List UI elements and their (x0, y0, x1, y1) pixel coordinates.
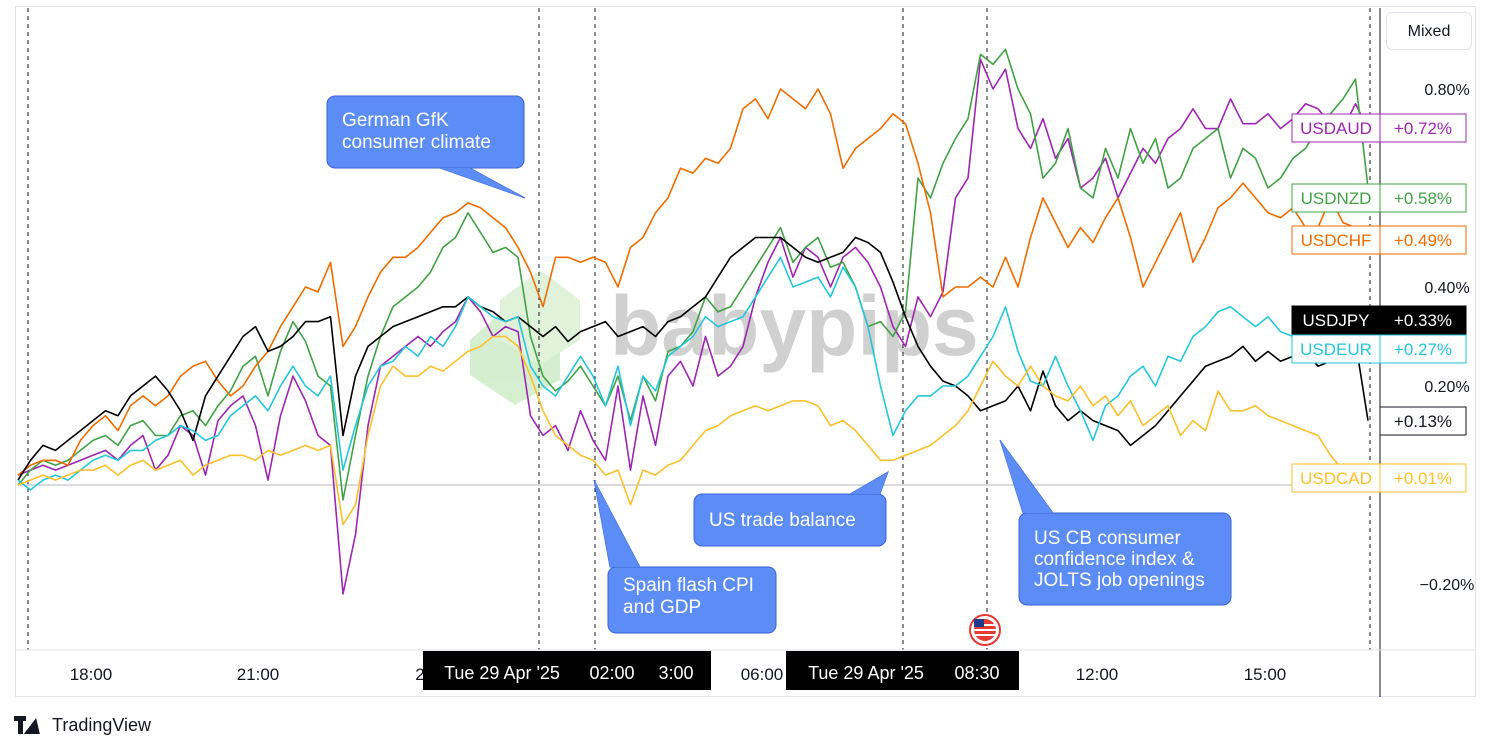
callout-text: US trade balance (709, 510, 856, 531)
legend-entry-usdnzd[interactable]: USDNZD +0.58% (1291, 183, 1467, 213)
x-tick-label: 15:00 (1244, 665, 1287, 684)
legend-name-box (1291, 305, 1381, 335)
last-value-box (1379, 406, 1467, 436)
legend-entry-usdchf[interactable]: USDCHF +0.49% (1291, 225, 1467, 255)
legend-value: +0.58% (1394, 189, 1452, 208)
legend-name-box (1291, 113, 1381, 143)
legend-name: USDAUD (1300, 119, 1372, 138)
legend-value: +0.33% (1394, 311, 1452, 330)
callout-text: confidence index & (1034, 549, 1195, 570)
legend-value-box (1379, 305, 1467, 335)
legend-entry-usdcad[interactable]: USDCAD +0.01% (1291, 463, 1467, 493)
callout-text: and GDP (623, 597, 701, 618)
x-tick-label: 18:00 (70, 665, 113, 684)
tradingview-logo-icon (14, 716, 45, 734)
y-tick-label: 0.40% (1424, 280, 1469, 297)
legend-name-box (1291, 334, 1381, 364)
legend-name: USDEUR (1300, 340, 1372, 359)
legend-value-box (1379, 334, 1467, 364)
us-flag-event-icon[interactable] (969, 614, 1001, 646)
x-tick-label-partial: 2 (415, 665, 424, 684)
time-highlight-label: 08:30 (954, 663, 999, 683)
legend-value-box (1379, 183, 1467, 213)
y-tick-label: 0.20% (1424, 379, 1469, 396)
legend-value: +0.49% (1394, 231, 1452, 250)
y-tick-label: −0.20% (1420, 577, 1475, 594)
legend-name-box (1291, 183, 1381, 213)
callout-text: Spain flash CPI (623, 575, 754, 596)
series-line-usdjpy (17, 236, 1369, 481)
legend-entry-usdjpy[interactable]: USDJPY +0.33% (1291, 305, 1467, 335)
last-value-label: +0.13% (1379, 406, 1467, 436)
legend-value-box (1379, 225, 1467, 255)
callout-box (326, 95, 525, 169)
watermark-text: babypips (610, 279, 979, 373)
legend-value-box (1379, 463, 1467, 493)
legend-name-box (1291, 225, 1381, 255)
time-highlight-box (786, 651, 1019, 690)
callout-text: consumer climate (342, 132, 491, 153)
legend-value: +0.01% (1394, 469, 1452, 488)
series-line-usdcad (17, 335, 1369, 526)
brand-name: TradingView (52, 714, 152, 735)
x-tick-label: 12:00 (1076, 665, 1119, 684)
watermark: babypips (470, 270, 979, 405)
time-highlight-box (423, 651, 711, 690)
series-line-usdchf (17, 88, 1369, 476)
series-line-usdnzd (17, 48, 1369, 501)
legend-entry-usdeur[interactable]: USDEUR +0.27% (1291, 334, 1467, 364)
legend-name: USDNZD (1301, 189, 1372, 208)
legend-name-box (1291, 463, 1381, 493)
legend-value: +0.27% (1394, 340, 1452, 359)
callout-text: JOLTS job openings (1034, 570, 1205, 591)
annotation-callout: US trade balance (693, 470, 889, 547)
last-value-text: +0.13% (1394, 412, 1452, 431)
x-tick-label: 21:00 (237, 665, 280, 684)
time-highlight-label: Tue 29 Apr '25 (808, 663, 924, 683)
legend-name: USDCHF (1301, 231, 1372, 250)
callout-box (1018, 512, 1232, 606)
series-line-usdaud (17, 58, 1369, 595)
tradingview-brand[interactable]: TradingView (14, 712, 151, 738)
legend-entry-usdaud[interactable]: USDAUD +0.72% (1291, 113, 1467, 143)
series-line-usdeur (17, 256, 1369, 491)
chart-frame (15, 6, 1476, 697)
x-tick-label: 06:00 (741, 665, 784, 684)
scale-mode-button[interactable]: Mixed (1386, 12, 1472, 50)
legend-value: +0.72% (1394, 119, 1452, 138)
callout-text: US CB consumer (1034, 528, 1181, 549)
time-highlight-label: 3:00 (658, 663, 693, 683)
callout-box (607, 566, 777, 634)
legend-name: USDJPY (1302, 311, 1369, 330)
time-highlight-label: 02:00 (589, 663, 634, 683)
legend-name: USDCAD (1300, 469, 1372, 488)
y-tick-label: 0.80% (1424, 82, 1469, 99)
legend-value-box (1379, 113, 1467, 143)
callout-text: German GfK (342, 110, 449, 131)
callout-box (693, 493, 887, 547)
time-highlight-label: Tue 29 Apr '25 (444, 663, 560, 683)
